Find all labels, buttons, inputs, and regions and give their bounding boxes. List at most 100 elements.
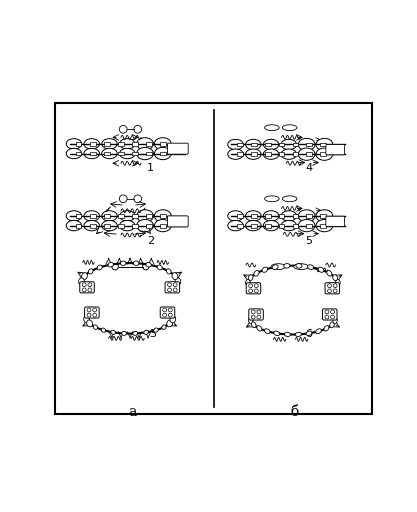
Ellipse shape <box>84 221 100 231</box>
Bar <box>320 224 326 227</box>
Ellipse shape <box>316 329 322 334</box>
Ellipse shape <box>316 138 333 151</box>
Bar <box>146 224 152 227</box>
Bar <box>237 152 243 156</box>
FancyBboxPatch shape <box>326 144 344 155</box>
Bar <box>146 152 152 156</box>
Ellipse shape <box>265 196 279 202</box>
Ellipse shape <box>316 148 333 160</box>
Bar <box>90 142 95 146</box>
Text: 2: 2 <box>147 236 154 246</box>
FancyBboxPatch shape <box>322 309 337 320</box>
Bar <box>104 152 110 156</box>
Ellipse shape <box>254 270 259 276</box>
Ellipse shape <box>282 196 297 202</box>
Text: б: б <box>290 405 299 419</box>
Bar <box>132 152 138 156</box>
Ellipse shape <box>228 221 243 231</box>
Ellipse shape <box>263 149 279 159</box>
Bar <box>132 224 138 227</box>
FancyBboxPatch shape <box>160 307 175 318</box>
Ellipse shape <box>167 320 173 327</box>
Ellipse shape <box>298 138 315 151</box>
Ellipse shape <box>154 138 171 150</box>
Ellipse shape <box>137 138 153 150</box>
Ellipse shape <box>281 211 296 221</box>
Ellipse shape <box>228 139 243 150</box>
Bar <box>132 142 138 146</box>
FancyBboxPatch shape <box>168 143 188 154</box>
Ellipse shape <box>271 264 286 269</box>
Text: 4: 4 <box>306 163 313 173</box>
Bar <box>160 214 166 218</box>
Ellipse shape <box>120 148 135 159</box>
Ellipse shape <box>122 331 126 335</box>
FancyBboxPatch shape <box>165 282 180 293</box>
Ellipse shape <box>296 264 302 268</box>
Ellipse shape <box>137 210 153 222</box>
Bar <box>292 214 298 218</box>
Ellipse shape <box>248 275 253 281</box>
Ellipse shape <box>284 264 290 268</box>
Bar <box>320 142 326 146</box>
Bar <box>75 152 81 156</box>
Ellipse shape <box>294 264 308 269</box>
Ellipse shape <box>272 265 278 269</box>
Ellipse shape <box>327 270 332 276</box>
Ellipse shape <box>263 221 279 231</box>
Bar <box>306 142 312 146</box>
FancyBboxPatch shape <box>168 216 188 227</box>
FancyBboxPatch shape <box>326 216 344 227</box>
Ellipse shape <box>93 325 98 329</box>
Bar <box>237 142 243 146</box>
Ellipse shape <box>87 320 93 327</box>
Bar <box>251 214 257 218</box>
Bar <box>265 224 271 227</box>
Ellipse shape <box>137 147 153 160</box>
FancyBboxPatch shape <box>249 309 263 320</box>
Ellipse shape <box>281 149 296 159</box>
Ellipse shape <box>78 278 84 285</box>
Ellipse shape <box>133 331 138 335</box>
Ellipse shape <box>84 316 89 323</box>
Ellipse shape <box>306 331 312 335</box>
Bar <box>279 224 284 227</box>
Ellipse shape <box>336 280 340 286</box>
Bar <box>306 214 312 218</box>
Bar <box>251 224 257 227</box>
Ellipse shape <box>166 269 171 274</box>
Ellipse shape <box>162 325 166 329</box>
Bar <box>160 224 166 227</box>
Ellipse shape <box>246 149 261 159</box>
Bar <box>104 214 110 218</box>
Ellipse shape <box>274 331 280 335</box>
Ellipse shape <box>281 139 296 150</box>
Ellipse shape <box>246 211 261 221</box>
Ellipse shape <box>318 267 324 272</box>
Ellipse shape <box>66 221 82 231</box>
Ellipse shape <box>282 125 297 131</box>
Bar <box>320 214 326 218</box>
Ellipse shape <box>175 278 181 285</box>
Ellipse shape <box>154 220 171 232</box>
Bar <box>265 214 271 218</box>
Ellipse shape <box>298 220 315 232</box>
Ellipse shape <box>120 211 135 221</box>
Ellipse shape <box>333 275 337 281</box>
Bar <box>306 224 312 227</box>
Ellipse shape <box>170 316 176 323</box>
FancyBboxPatch shape <box>325 283 339 294</box>
Bar <box>265 142 271 146</box>
Bar <box>279 214 284 218</box>
Text: 3: 3 <box>149 329 156 339</box>
Ellipse shape <box>308 265 314 269</box>
Ellipse shape <box>133 261 139 266</box>
Bar <box>279 152 284 156</box>
Ellipse shape <box>257 326 262 331</box>
Ellipse shape <box>84 148 100 159</box>
Ellipse shape <box>262 267 268 272</box>
Ellipse shape <box>108 263 113 267</box>
Text: 1: 1 <box>147 163 154 173</box>
Ellipse shape <box>246 280 250 286</box>
Ellipse shape <box>251 322 256 328</box>
